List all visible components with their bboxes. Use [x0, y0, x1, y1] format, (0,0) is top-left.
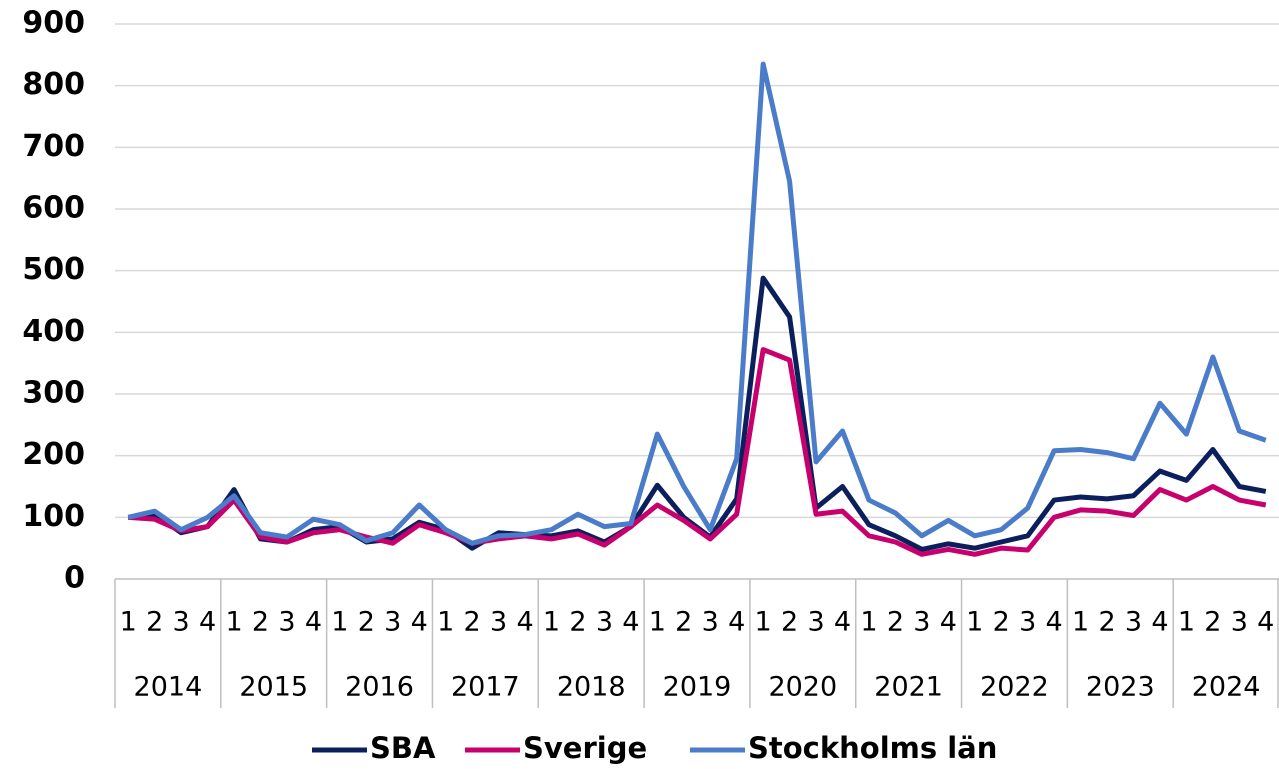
x-tick-label: 4 — [1151, 607, 1168, 638]
x-tick-label: 2 — [569, 607, 586, 638]
y-tick-label: 700 — [22, 129, 85, 164]
x-tick-label: 3 — [384, 607, 401, 638]
x-tick-label: 4 — [834, 607, 851, 638]
legend-label: Sverige — [523, 731, 647, 765]
x-group-label: 2017 — [451, 672, 520, 703]
y-tick-label: 200 — [22, 437, 85, 472]
x-tick-label: 2 — [993, 607, 1010, 638]
x-tick-label: 3 — [1019, 607, 1036, 638]
y-tick-label: 800 — [22, 67, 85, 102]
legend-label: SBA — [370, 731, 436, 765]
x-tick-label: 1 — [225, 607, 242, 638]
series-line — [127, 61, 1267, 546]
x-tick-label: 4 — [1046, 607, 1063, 638]
x-tick-label: 1 — [966, 607, 983, 638]
series-line — [128, 347, 1267, 557]
x-tick-label: 1 — [1072, 607, 1089, 638]
x-tick-label: 1 — [755, 607, 772, 638]
x-tick-label: 4 — [728, 607, 745, 638]
x-tick-label: 2 — [1204, 607, 1221, 638]
x-tick-label: 2 — [252, 607, 269, 638]
x-tick-label: 2 — [887, 607, 904, 638]
x-tick-label: 1 — [437, 607, 454, 638]
y-tick-label: 0 — [64, 561, 85, 596]
x-tick-label: 1 — [120, 607, 137, 638]
x-tick-label: 1 — [860, 607, 877, 638]
x-group-label: 2014 — [134, 672, 203, 703]
x-group-label: 2016 — [345, 672, 414, 703]
y-tick-label: 600 — [22, 191, 85, 226]
x-tick-label: 1 — [1178, 607, 1195, 638]
y-tick-label: 900 — [22, 6, 85, 41]
x-group-label: 2018 — [557, 672, 626, 703]
x-tick-label: 3 — [913, 607, 930, 638]
x-tick-label: 3 — [1125, 607, 1142, 638]
x-tick-label: 4 — [622, 607, 639, 638]
x-tick-label: 1 — [649, 607, 666, 638]
x-tick-label: 3 — [173, 607, 190, 638]
x-tick-label: 3 — [1231, 607, 1248, 638]
y-tick-label: 500 — [22, 252, 85, 287]
x-tick-label: 3 — [596, 607, 613, 638]
x-tick-label: 2 — [781, 607, 798, 638]
x-tick-label: 4 — [940, 607, 957, 638]
x-tick-label: 4 — [411, 607, 428, 638]
x-group-label: 2019 — [663, 672, 732, 703]
x-tick-label: 3 — [702, 607, 719, 638]
x-tick-label: 2 — [464, 607, 481, 638]
legend-label: Stockholms län — [748, 731, 997, 765]
x-tick-label: 4 — [1257, 607, 1274, 638]
x-tick-label: 2 — [675, 607, 692, 638]
y-tick-label: 400 — [22, 314, 85, 349]
x-group-label: 2020 — [768, 672, 837, 703]
x-group-label: 2021 — [874, 672, 943, 703]
x-tick-label: 4 — [516, 607, 533, 638]
x-group-label: 2024 — [1192, 672, 1261, 703]
y-tick-label: 300 — [22, 376, 85, 411]
x-tick-label: 2 — [358, 607, 375, 638]
x-tick-label: 4 — [199, 607, 216, 638]
x-tick-label: 2 — [146, 607, 163, 638]
x-group-label: 2023 — [1086, 672, 1155, 703]
x-tick-label: 3 — [278, 607, 295, 638]
x-group-label: 2022 — [980, 672, 1049, 703]
x-tick-label: 1 — [543, 607, 560, 638]
x-tick-label: 3 — [490, 607, 507, 638]
y-tick-label: 100 — [22, 499, 85, 534]
x-tick-label: 4 — [305, 607, 322, 638]
x-tick-label: 3 — [807, 607, 824, 638]
x-tick-label: 1 — [331, 607, 348, 638]
x-tick-label: 2 — [1098, 607, 1115, 638]
x-group-label: 2015 — [239, 672, 308, 703]
